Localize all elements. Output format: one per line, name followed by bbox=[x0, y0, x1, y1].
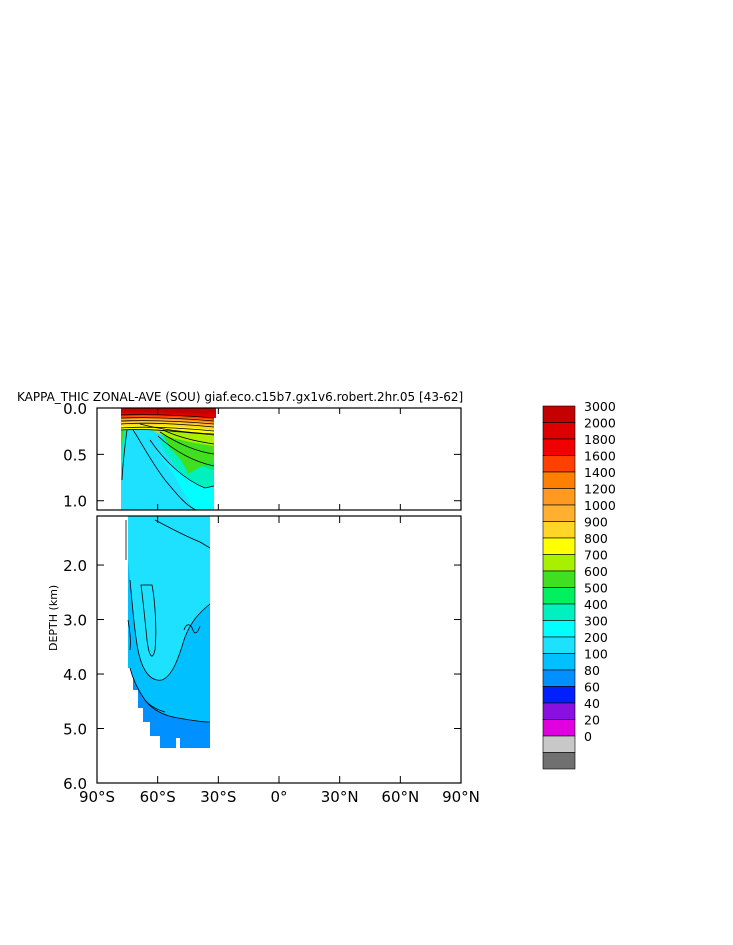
colorbar-swatch bbox=[542, 669, 576, 687]
colorbar-swatch bbox=[542, 570, 576, 588]
colorbar-swatch bbox=[542, 521, 576, 539]
colorbar-swatch bbox=[542, 422, 576, 440]
y-tick-label: 0.0 bbox=[63, 400, 87, 418]
y-axis-lower: 2.0 3.0 4.0 5.0 6.0 bbox=[63, 557, 461, 793]
colorbar-label: 700 bbox=[584, 548, 608, 563]
colorbar-label: 2000 bbox=[584, 416, 616, 431]
x-tick-label: 30°S bbox=[200, 788, 236, 806]
colorbar-swatch bbox=[542, 752, 576, 770]
y-tick-label: 0.5 bbox=[63, 446, 87, 464]
lower-panel bbox=[96, 515, 462, 784]
colorbar-swatch bbox=[542, 686, 576, 704]
x-tick-label: 60°S bbox=[140, 788, 176, 806]
colorbar-label: 1000 bbox=[584, 498, 616, 513]
colorbar-label: 400 bbox=[584, 597, 608, 612]
colorbar-swatch bbox=[542, 636, 576, 654]
colorbar-label: 900 bbox=[584, 515, 608, 530]
colorbar-label: 600 bbox=[584, 564, 608, 579]
y-axis-label: DEPTH (km) bbox=[47, 585, 60, 651]
colorbar-label: 3000 bbox=[584, 399, 616, 414]
colorbar-swatch bbox=[542, 735, 576, 753]
colorbar-swatch bbox=[542, 438, 576, 456]
chart-title: KAPPA_THIC ZONAL-AVE (SOU) giaf.eco.c15b… bbox=[17, 390, 463, 404]
colorbar-swatch bbox=[542, 455, 576, 473]
colorbar-swatch bbox=[542, 653, 576, 671]
x-tick-label: 90°N bbox=[442, 788, 480, 806]
upper-panel bbox=[96, 407, 462, 511]
colorbar-label: 1600 bbox=[584, 449, 616, 464]
colorbar-label: 1400 bbox=[584, 465, 616, 480]
colorbar-swatch bbox=[542, 603, 576, 621]
colorbar-swatch bbox=[542, 488, 576, 506]
colorbar-label: 500 bbox=[584, 581, 608, 596]
colorbar-label: 40 bbox=[584, 696, 600, 711]
colorbar-swatch bbox=[542, 554, 576, 572]
colorbar-label: 1800 bbox=[584, 432, 616, 447]
colorbar-label: 80 bbox=[584, 663, 600, 678]
y-tick-label: 1.0 bbox=[63, 493, 87, 511]
x-tick-label: 90°S bbox=[79, 788, 115, 806]
colorbar-label: 1200 bbox=[584, 482, 616, 497]
colorbar-swatch bbox=[542, 620, 576, 638]
x-axis: 90°S 60°S 30°S 0° 30°N 60°N 90°N bbox=[79, 408, 480, 806]
y-axis-upper: 0.0 0.5 1.0 bbox=[63, 400, 461, 511]
colorbar-swatch bbox=[542, 702, 576, 720]
colorbar-label: 0 bbox=[584, 729, 592, 744]
y-tick-label: 5.0 bbox=[63, 721, 87, 739]
x-tick-label: 60°N bbox=[381, 788, 419, 806]
colorbar-swatch bbox=[542, 504, 576, 522]
y-tick-label: 3.0 bbox=[63, 612, 87, 630]
colorbar-label: 100 bbox=[584, 647, 608, 662]
upper-field bbox=[120, 408, 216, 510]
colorbar-label: 800 bbox=[584, 531, 608, 546]
colorbar-swatch bbox=[542, 405, 576, 423]
colorbar-swatch bbox=[542, 537, 576, 555]
lower-field bbox=[125, 516, 211, 748]
colorbar-label: 20 bbox=[584, 713, 600, 728]
colorbar-swatch bbox=[542, 719, 576, 737]
colorbar: 3000200018001600140012001000900800700600… bbox=[542, 399, 616, 770]
colorbar-swatch bbox=[542, 587, 576, 605]
y-tick-label: 4.0 bbox=[63, 666, 87, 684]
x-tick-label: 30°N bbox=[321, 788, 359, 806]
colorbar-label: 60 bbox=[584, 680, 600, 695]
colorbar-swatch bbox=[542, 471, 576, 489]
colorbar-label: 300 bbox=[584, 614, 608, 629]
y-tick-label: 6.0 bbox=[63, 775, 87, 793]
colorbar-label: 200 bbox=[584, 630, 608, 645]
x-tick-label: 0° bbox=[270, 788, 287, 806]
y-tick-label: 2.0 bbox=[63, 557, 87, 575]
